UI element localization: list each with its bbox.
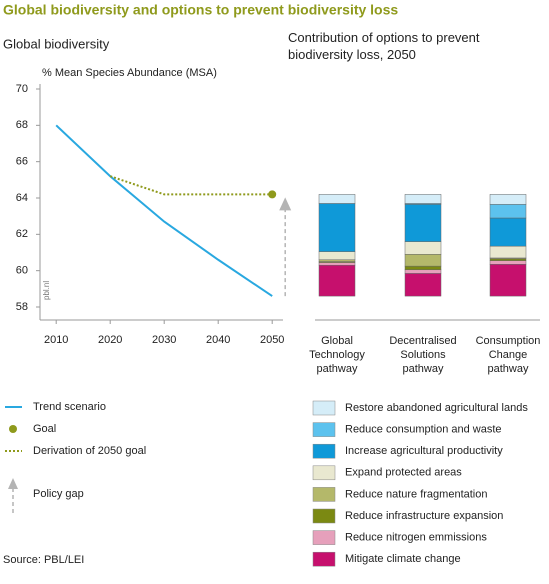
- legend-label: Trend scenario: [33, 401, 106, 413]
- x-tick-label: Consumption Change pathway: [475, 335, 541, 375]
- legend-label: Reduce nitrogen emmissions: [345, 532, 487, 544]
- y-tick-label: 68: [16, 119, 28, 131]
- legend-swatch: [312, 551, 336, 567]
- y-axis-label: % Mean Species Abundance (MSA): [42, 67, 217, 79]
- legend-label: Mitigate climate change: [345, 553, 461, 565]
- policy-gap-head: [279, 197, 292, 211]
- bar-segment: [318, 194, 356, 204]
- bar-segment: [489, 258, 527, 261]
- bar-segment: [404, 273, 442, 297]
- x-tick-label: 2040: [206, 334, 230, 346]
- page-title: Global biodiversity and options to preve…: [3, 2, 398, 18]
- bar-segment: [318, 264, 356, 297]
- bar-segment: [404, 204, 442, 242]
- y-tick-label: 66: [16, 156, 28, 168]
- bar-segment: [489, 217, 527, 247]
- legend-label: Derivation of 2050 goal: [33, 445, 146, 457]
- legend-swatch: [9, 425, 17, 433]
- bar-segment: [404, 194, 442, 204]
- y-tick-label: 64: [16, 192, 28, 204]
- legend-swatch: [312, 530, 336, 545]
- bar-segment: [489, 204, 527, 219]
- legend-swatch: [312, 400, 336, 416]
- bar-segment: [489, 260, 527, 265]
- bar-segment: [318, 262, 356, 266]
- legend-swatch: [8, 478, 18, 489]
- x-tick-label: 2020: [98, 334, 122, 346]
- legend-swatch: [312, 487, 336, 502]
- legend-swatch: [312, 508, 336, 524]
- x-tick-label: 2030: [152, 334, 176, 346]
- y-tick-label: 62: [16, 228, 28, 240]
- x-tick-label: Global Technology pathway: [309, 335, 365, 375]
- bar-segment: [318, 203, 356, 252]
- bar-segment: [404, 241, 442, 255]
- bar-segment: [404, 269, 442, 274]
- y-tick-label: 70: [16, 83, 28, 95]
- series-line: [109, 175, 273, 196]
- legend-swatch: [312, 422, 336, 437]
- legend-label: Policy gap: [33, 488, 84, 500]
- bar-segment: [318, 259, 356, 262]
- legend-label: Reduce infrastructure expansion: [345, 510, 503, 522]
- right-title: Contribution of options to prevent biodi…: [288, 30, 480, 62]
- y-tick-label: 60: [16, 265, 28, 277]
- bar-segment: [404, 265, 442, 271]
- legend-swatch: [312, 443, 336, 459]
- legend-label: Reduce nature fragmentation: [345, 488, 487, 500]
- legend-label: Expand protected areas: [345, 467, 462, 479]
- bar-segment: [489, 194, 527, 205]
- series-line: [55, 124, 273, 297]
- source: Source: PBL/LEI: [3, 554, 84, 566]
- x-tick-label: Decentralised Solutions pathway: [389, 335, 457, 375]
- left-title: Global biodiversity: [3, 36, 110, 51]
- legend-label: Reduce consumption and waste: [345, 424, 502, 436]
- bar-segment: [318, 251, 356, 261]
- bar-segment: [404, 254, 442, 267]
- legend-swatch: [312, 465, 336, 481]
- watermark: pbl.nl: [42, 281, 51, 300]
- legend-label: Restore abandoned agricultural lands: [345, 402, 528, 414]
- x-tick-label: 2010: [44, 334, 68, 346]
- bar-segment: [489, 264, 527, 297]
- x-tick-label: 2050: [260, 334, 284, 346]
- y-tick-label: 58: [16, 301, 28, 313]
- legend-label: Goal: [33, 423, 56, 435]
- bar-segment: [489, 245, 527, 259]
- legend-label: Increase agricultural productivity: [345, 445, 503, 457]
